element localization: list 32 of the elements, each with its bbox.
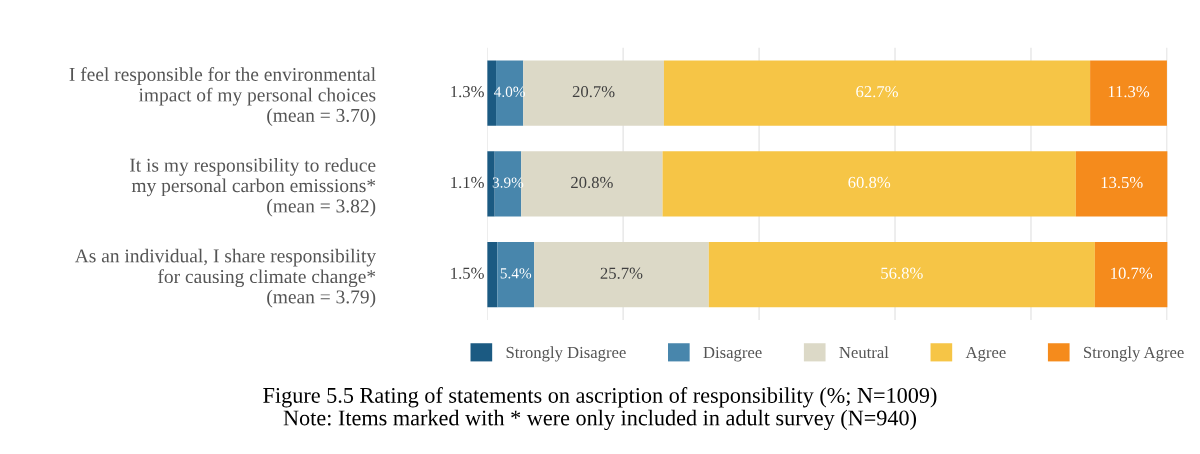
data-label: 13.5%: [1101, 176, 1143, 189]
y-tick-label: As an individual, I share responsibility for causing climate change* (mean = 3.79): [74, 248, 377, 308]
bar: [1094, 241, 1168, 308]
bar: [534, 241, 709, 308]
y-tick-label: I feel responsible for the environmental impact of my personal choices (mean = 3.70): [69, 67, 376, 126]
data-label: 1.3%: [451, 85, 484, 98]
data-label: 20.8%: [571, 176, 613, 189]
data-label: 5.4%: [500, 268, 532, 279]
bar: [523, 60, 664, 126]
legend-label: Neutral: [839, 346, 889, 359]
bar: [1090, 60, 1167, 126]
data-label: 60.8%: [848, 176, 891, 189]
data-label: 1.1%: [451, 176, 484, 189]
data-label: 10.7%: [1111, 267, 1153, 279]
data-label: 1.5%: [451, 267, 484, 279]
data-label: 20.7%: [572, 85, 615, 98]
legend-label: Disagree: [703, 346, 762, 362]
data-label: 25.7%: [600, 267, 643, 279]
text: Figure 5.5 Rating of statements on ascription of responsibility (%; N=1009): [263, 387, 937, 408]
legend-label: Strongly Disagree: [506, 346, 626, 362]
bar: [1075, 151, 1168, 217]
bar: [708, 241, 1095, 308]
legend-label: Strongly Agree: [1084, 346, 1184, 362]
bar: [663, 60, 1091, 126]
data-label: 56.8%: [881, 267, 923, 279]
data-label: 62.7%: [856, 85, 898, 98]
y-tick-label: It is my responsibility to reduce my personal carbon emissions* (mean = 3.82): [129, 158, 376, 217]
text: Note: Items marked with * were only included in adult survey (N=940): [283, 409, 917, 431]
bar: [497, 241, 535, 308]
data-label: 11.3%: [1108, 85, 1150, 98]
bar: [662, 151, 1076, 217]
legend-label: Agree: [965, 346, 1006, 362]
